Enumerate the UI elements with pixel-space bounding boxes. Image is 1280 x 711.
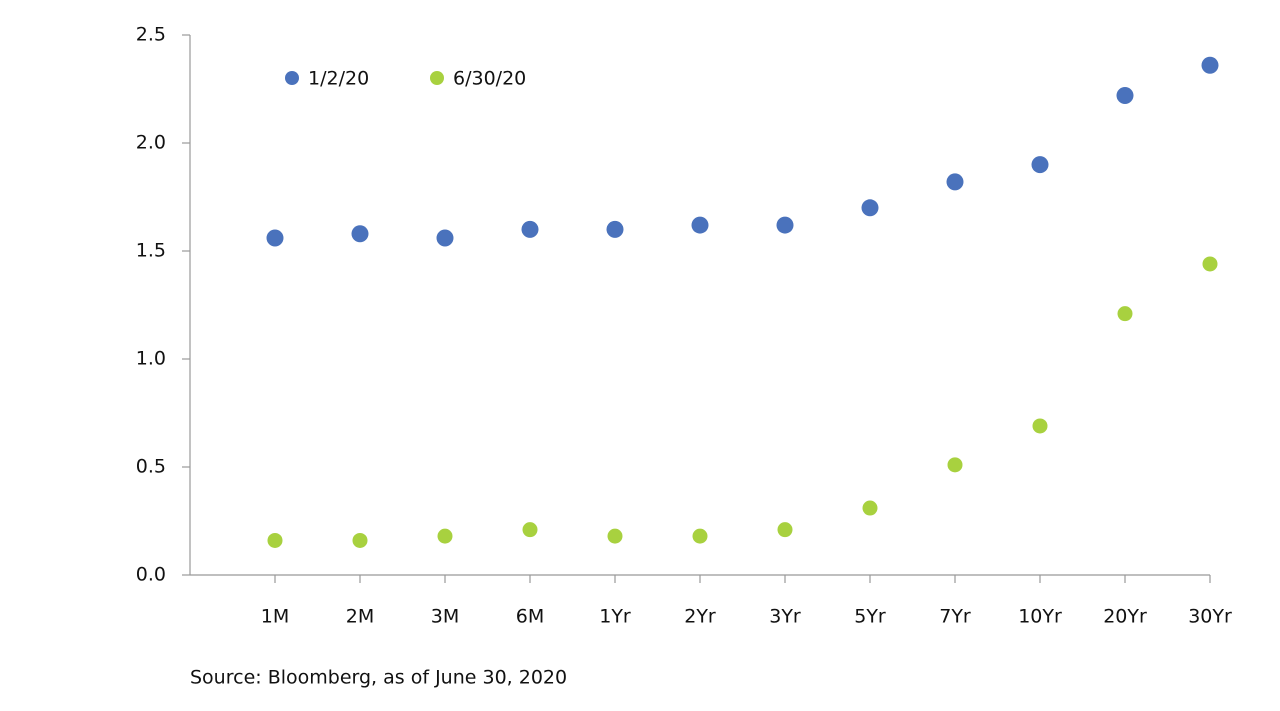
data-point [691, 216, 709, 234]
x-tick-label: 2M [346, 606, 374, 628]
x-tick-label: 6M [516, 606, 544, 628]
data-point [522, 522, 538, 538]
y-tick-label: 1.5 [136, 240, 166, 262]
x-tick-label: 3M [431, 606, 459, 628]
legend-label: 6/30/20 [453, 68, 526, 90]
x-tick-label: 1M [261, 606, 289, 628]
x-tick-label: 10Yr [1018, 606, 1062, 628]
data-point [862, 500, 878, 516]
data-point [521, 220, 539, 238]
y-tick-label: 2.0 [136, 132, 166, 154]
data-point [351, 225, 369, 243]
data-point [776, 216, 794, 234]
data-point [436, 229, 454, 247]
data-point [437, 528, 453, 544]
source-note: Source: Bloomberg, as of June 30, 2020 [190, 667, 567, 689]
x-tick-label: 5Yr [854, 606, 886, 628]
y-tick-label: 2.5 [136, 24, 166, 46]
legend-label: 1/2/20 [308, 68, 369, 90]
data-point [1032, 418, 1048, 434]
data-point [1117, 306, 1133, 322]
data-point [267, 532, 283, 548]
data-point [1116, 86, 1134, 104]
data-point [266, 229, 284, 247]
data-point [777, 522, 793, 538]
x-tick-label: 2Yr [684, 606, 716, 628]
x-tick-label: 7Yr [939, 606, 971, 628]
data-point [606, 220, 624, 238]
x-tick-label: 3Yr [769, 606, 801, 628]
data-point [861, 199, 879, 217]
data-point [1031, 156, 1049, 174]
x-tick-label: 1Yr [599, 606, 631, 628]
y-tick-label: 0.0 [136, 564, 166, 586]
legend-marker [285, 71, 299, 85]
data-point [946, 173, 964, 191]
y-tick-label: 1.0 [136, 348, 166, 370]
data-point [607, 528, 623, 544]
data-point [692, 528, 708, 544]
y-tick-label: 0.5 [136, 456, 166, 478]
x-tick-label: 20Yr [1103, 606, 1147, 628]
data-point [1201, 56, 1219, 74]
legend-marker [430, 71, 444, 85]
data-point [1202, 256, 1218, 272]
x-tick-label: 30Yr [1188, 606, 1232, 628]
data-point [352, 532, 368, 548]
data-point [947, 457, 963, 473]
